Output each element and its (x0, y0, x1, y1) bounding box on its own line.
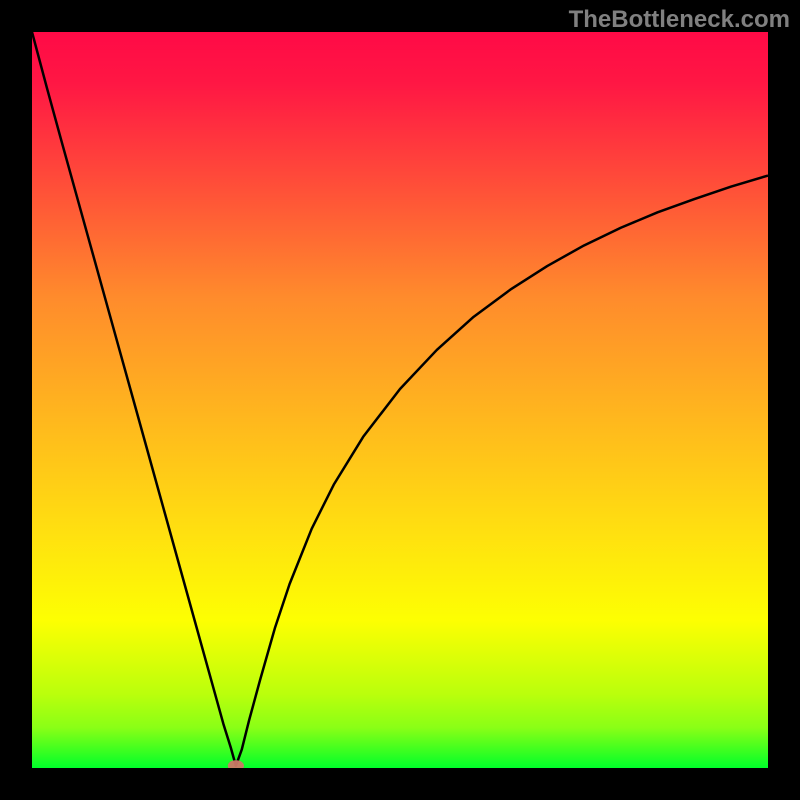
chart-container: TheBottleneck.com (0, 0, 800, 800)
gradient-background (32, 32, 768, 768)
chart-svg (32, 32, 768, 768)
watermark-text: TheBottleneck.com (569, 6, 790, 34)
plot-area (32, 32, 768, 768)
